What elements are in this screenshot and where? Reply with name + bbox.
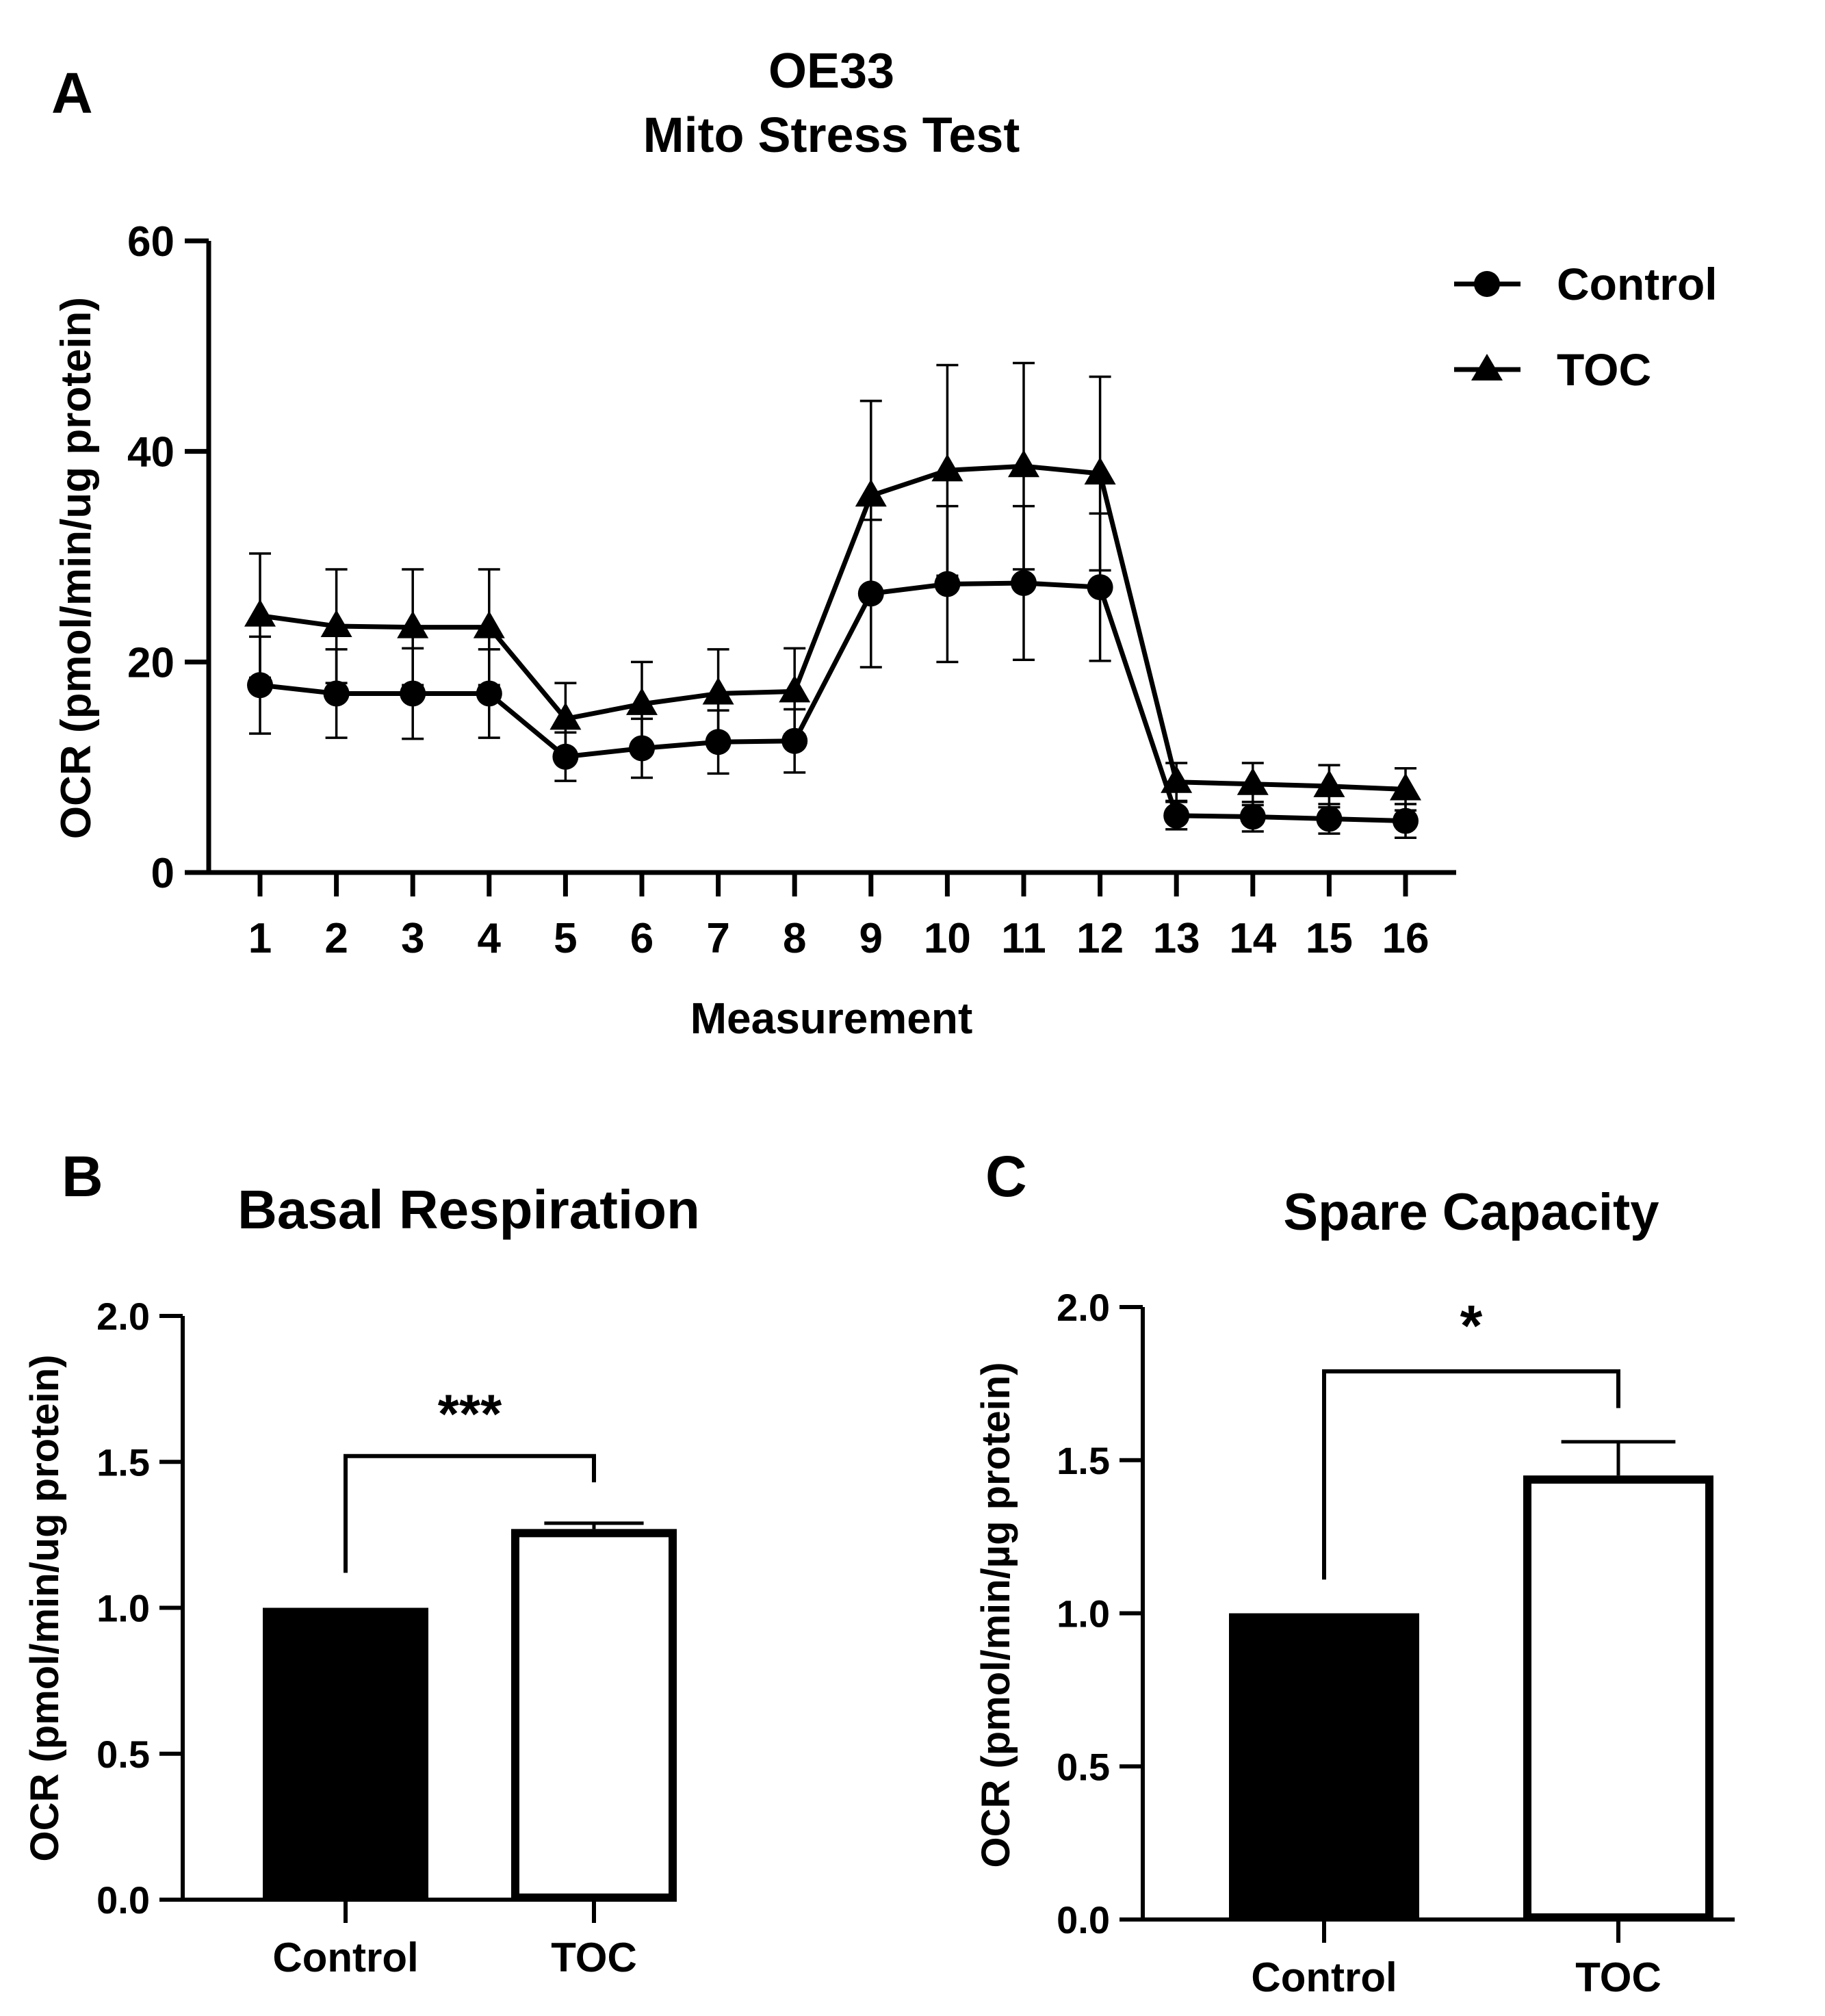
legend: Control TOC [1454, 259, 1718, 395]
data-point [626, 687, 658, 715]
data-point [473, 610, 505, 638]
data-point [400, 680, 426, 707]
data-point [244, 599, 276, 627]
panel-label-c: C [985, 1144, 1027, 1209]
data-point [1313, 769, 1345, 797]
x-tick-label-toc: TOC [551, 1935, 637, 1980]
x-tick-label: 9 [859, 915, 883, 962]
data-point [1163, 802, 1190, 829]
y-tick-label: 20 [127, 639, 174, 686]
y-axis-label: OCR (pmol/min/ug protein) [53, 297, 100, 839]
data-point [934, 571, 961, 597]
panel-b-bar-chart: B Basal Respiration OCR (pmol/min/ug pro… [23, 1144, 700, 1980]
data-point [1393, 807, 1419, 834]
x-tick-label-control: Control [272, 1935, 418, 1980]
panel-label-b: B [62, 1144, 103, 1209]
significance-stars: *** [438, 1384, 502, 1445]
x-tick-label: 10 [924, 915, 971, 962]
data-point [779, 675, 811, 703]
legend-item-toc: TOC [1454, 344, 1651, 395]
data-point [552, 743, 579, 770]
x-tick-label: 1 [248, 915, 272, 962]
data-point [629, 735, 655, 762]
x-tick-label: 3 [401, 915, 424, 962]
data-point [397, 610, 429, 638]
data-point [1008, 450, 1039, 478]
y-axis-label: OCR (pmol/min/µg protein) [974, 1362, 1018, 1868]
y-axis-label: OCR (pmol/min/ug protein) [23, 1354, 67, 1861]
y-tick-label: 1.0 [1057, 1592, 1110, 1636]
panel-a-line-chart: A OE33 Mito Stress Test OCR (pmol/min/ug… [51, 44, 1718, 1043]
significance-bracket [344, 1453, 596, 1573]
x-tick-label: 6 [630, 915, 653, 962]
y-tick-label: 1.5 [1057, 1439, 1110, 1482]
chart-title: Spare Capacity [1283, 1183, 1659, 1241]
x-tick-label: 4 [478, 915, 502, 962]
data-point [1239, 803, 1266, 830]
data-point [1161, 765, 1193, 793]
y-tick-label: 60 [127, 218, 174, 266]
data-point [1390, 773, 1421, 801]
legend-circle-marker [1474, 271, 1500, 297]
chart-title: OE33 [768, 44, 894, 99]
legend-item-control: Control [1454, 259, 1718, 309]
data-point [1237, 767, 1269, 795]
bar-control [263, 1607, 428, 1900]
x-tick-label: 8 [783, 915, 806, 962]
y-tick-label: 0.5 [96, 1733, 150, 1776]
y-tick-label: 0 [151, 850, 174, 897]
bar-control [1229, 1613, 1419, 1920]
x-tick-label: 7 [706, 915, 729, 962]
significance-stars: * [1460, 1293, 1483, 1358]
y-tick-label: 2.0 [96, 1295, 150, 1338]
chart-subtitle: Mito Stress Test [643, 108, 1020, 163]
series-toc [244, 361, 1421, 812]
x-tick-label: 14 [1229, 915, 1276, 962]
data-point [1087, 574, 1113, 601]
x-tick-label: 15 [1306, 915, 1353, 962]
x-axis-label: Measurement [690, 994, 973, 1043]
data-point [705, 729, 732, 755]
y-tick-label: 0.5 [1057, 1745, 1110, 1788]
series-line-toc [259, 463, 1406, 792]
data-point [855, 479, 887, 507]
y-tick-label: 0.0 [1057, 1898, 1110, 1941]
bar-toc [1523, 1475, 1713, 1922]
legend-label-toc: TOC [1557, 344, 1651, 395]
data-point [320, 610, 352, 638]
data-point [1011, 569, 1037, 596]
legend-label-control: Control [1557, 259, 1718, 309]
x-tick-label: 13 [1153, 915, 1200, 962]
x-tick-label: 5 [554, 915, 577, 962]
y-tick-label: 40 [127, 429, 174, 476]
y-tick-label: 0.0 [96, 1878, 150, 1922]
x-tick-label: 2 [324, 915, 348, 962]
data-point [1316, 805, 1343, 832]
panel-c-bar-chart: C Spare Capacity OCR (pmol/min/µg protei… [974, 1144, 1735, 2000]
x-tick-label: 11 [1001, 915, 1046, 962]
panel-label-a: A [51, 61, 93, 125]
x-tick-label-control: Control [1251, 1954, 1397, 2000]
chart-title: Basal Respiration [237, 1179, 700, 1240]
y-tick-label: 1.5 [96, 1440, 150, 1484]
x-tick-label-toc: TOC [1575, 1954, 1661, 2000]
data-point [1084, 456, 1116, 484]
series-line-control [259, 580, 1406, 824]
legend-triangle-marker [1471, 354, 1503, 380]
x-tick-label: 16 [1382, 915, 1429, 962]
data-point [549, 702, 582, 730]
y-tick-label: 2.0 [1057, 1286, 1110, 1329]
data-point [931, 454, 963, 482]
data-point [857, 580, 884, 607]
significance-bracket [1322, 1369, 1620, 1580]
bar-toc [511, 1529, 677, 1902]
data-point [702, 677, 734, 705]
x-tick-label: 12 [1076, 915, 1124, 962]
y-tick-label: 1.0 [96, 1587, 150, 1630]
data-point [323, 680, 350, 707]
data-point [476, 680, 502, 707]
